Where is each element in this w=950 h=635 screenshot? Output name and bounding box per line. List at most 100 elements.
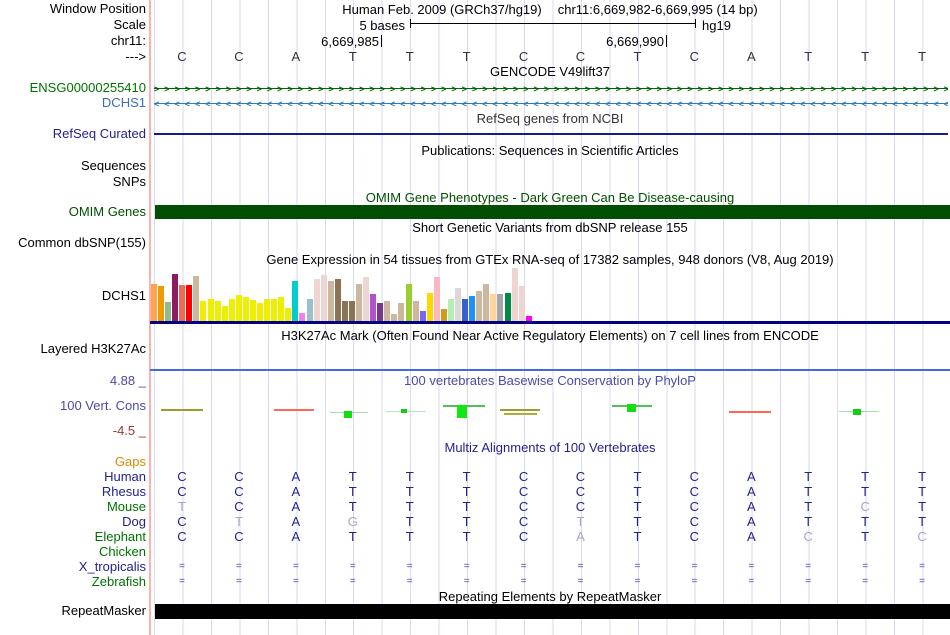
gtex-bar[interactable] — [306, 299, 313, 321]
gene-feature-ensg[interactable]: >>>>>>>>>>>>>>>>>>>>>>>>>>>>>>>>>>>>>>>>… — [154, 84, 948, 94]
gtex-bar[interactable] — [511, 268, 518, 321]
gtex-bar[interactable] — [179, 285, 186, 321]
gtex-bar[interactable] — [320, 275, 327, 321]
chrom-label: chr11: — [110, 33, 146, 48]
gtex-bar[interactable] — [348, 301, 355, 321]
gtex-bar[interactable] — [165, 302, 172, 321]
gtex-bar[interactable] — [172, 274, 179, 321]
alignment-base: T — [234, 514, 243, 529]
gtex-bar[interactable] — [405, 284, 412, 321]
gtex-bar[interactable] — [221, 306, 228, 321]
gtex-bar[interactable] — [257, 303, 264, 321]
repeatmasker-feature[interactable] — [155, 604, 950, 619]
species-label-human[interactable]: Human — [104, 469, 146, 484]
repeatmasker-track-title: Repeating Elements by RepeatMasker — [438, 589, 662, 604]
gtex-bar[interactable] — [235, 295, 242, 321]
alignment-base: = — [349, 561, 356, 572]
species-label-dog[interactable]: Dog — [122, 514, 146, 529]
alignment-base: T — [405, 529, 414, 544]
gtex-bar[interactable] — [447, 299, 454, 321]
omim-gene-feature[interactable] — [155, 205, 950, 219]
alignment-base: T — [633, 514, 642, 529]
gtex-bar[interactable] — [525, 316, 532, 321]
omim-genes-label[interactable]: OMIM Genes — [68, 204, 146, 219]
alignment-base: C — [689, 499, 700, 514]
gtex-bar[interactable] — [426, 293, 433, 321]
gtex-bar[interactable] — [462, 299, 469, 321]
gtex-bar[interactable] — [363, 277, 370, 321]
gtex-bar[interactable] — [228, 299, 235, 321]
gtex-bar[interactable] — [334, 279, 341, 321]
species-label-x_tropicalis[interactable]: X_tropicalis — [78, 559, 146, 574]
gene-label-ensg[interactable]: ENSG00000255410 — [29, 80, 146, 95]
gtex-bar[interactable] — [186, 285, 193, 321]
gtex-bar[interactable] — [341, 301, 348, 321]
gtex-bar[interactable] — [476, 291, 483, 321]
gtex-bar[interactable] — [490, 294, 497, 321]
gtex-bar[interactable] — [327, 281, 334, 321]
alignment-base: C — [518, 484, 529, 499]
gtex-bar[interactable] — [242, 297, 249, 321]
conservation-label[interactable]: 100 Vert. Cons — [60, 398, 146, 413]
refseq-curated-label[interactable]: RefSeq Curated — [52, 126, 146, 141]
species-label-elephant[interactable]: Elephant — [94, 529, 146, 544]
gtex-bar[interactable] — [264, 299, 271, 321]
gtex-bar[interactable] — [469, 296, 476, 321]
gtex-bar[interactable] — [391, 314, 398, 321]
gtex-bar[interactable] — [433, 277, 440, 321]
gtex-bar[interactable] — [419, 311, 426, 321]
alignment-base: T — [462, 484, 471, 499]
ruler-base: T — [804, 49, 813, 64]
dbsnp-label[interactable]: Common dbSNP(155) — [18, 235, 146, 250]
species-label-zebrafish[interactable]: Zebrafish — [91, 574, 146, 589]
gtex-bar[interactable] — [504, 293, 511, 321]
gtex-bar[interactable] — [518, 286, 525, 321]
gtex-bar[interactable] — [200, 301, 207, 321]
gtex-gene-label[interactable]: DCHS1 — [101, 288, 146, 303]
snps-label[interactable]: SNPs — [112, 174, 146, 189]
alignment-base: = — [862, 576, 869, 587]
gtex-bar[interactable] — [207, 299, 214, 321]
refseq-feature-line[interactable] — [154, 133, 948, 135]
alignment-base: T — [633, 499, 642, 514]
window-position-label: Window Position — [49, 1, 146, 16]
gtex-bar[interactable] — [497, 294, 504, 321]
alignment-base: T — [405, 469, 414, 484]
species-label-chicken[interactable]: Chicken — [99, 544, 146, 559]
species-label-rhesus[interactable]: Rhesus — [101, 484, 146, 499]
gaps-label[interactable]: Gaps — [114, 454, 146, 469]
gtex-bar[interactable] — [377, 303, 384, 321]
gtex-bar[interactable] — [412, 301, 419, 321]
gtex-bar[interactable] — [313, 279, 320, 321]
gtex-bar[interactable] — [214, 301, 221, 321]
gtex-bar[interactable] — [370, 294, 377, 321]
gtex-bar[interactable] — [356, 284, 363, 321]
sequences-label[interactable]: Sequences — [80, 158, 146, 173]
alignment-base: C — [575, 499, 586, 514]
h3k27ac-label[interactable]: Layered H3K27Ac — [40, 341, 146, 356]
gtex-bar[interactable] — [278, 297, 285, 321]
gtex-bar[interactable] — [292, 281, 299, 321]
gene-label-dchs1[interactable]: DCHS1 — [101, 95, 146, 110]
gtex-bar[interactable] — [398, 303, 405, 321]
gtex-bar[interactable] — [299, 313, 306, 321]
species-label-mouse[interactable]: Mouse — [106, 499, 146, 514]
gene-feature-dchs1[interactable]: <<<<<<<<<<<<<<<<<<<<<<<<<<<<<<<<<<<<<<<<… — [154, 99, 948, 109]
repeatmasker-label[interactable]: RepeatMasker — [61, 603, 146, 618]
alignment-base: = — [691, 576, 698, 587]
gtex-bar[interactable] — [285, 308, 292, 321]
gtex-bar[interactable] — [158, 286, 165, 321]
gtex-bar[interactable] — [193, 276, 200, 321]
gtex-bar[interactable] — [249, 300, 256, 321]
gtex-bar[interactable] — [483, 284, 490, 321]
gtex-bar[interactable] — [455, 288, 461, 321]
alignment-base: T — [633, 484, 642, 499]
alignment-base: = — [691, 561, 698, 572]
gtex-bar[interactable] — [384, 301, 391, 321]
gtex-bar[interactable] — [151, 284, 157, 321]
gtex-bar[interactable] — [271, 299, 278, 321]
gtex-bar[interactable] — [440, 309, 447, 321]
alignment-base: C — [234, 529, 244, 544]
gtex-expression-bars[interactable] — [151, 267, 543, 321]
